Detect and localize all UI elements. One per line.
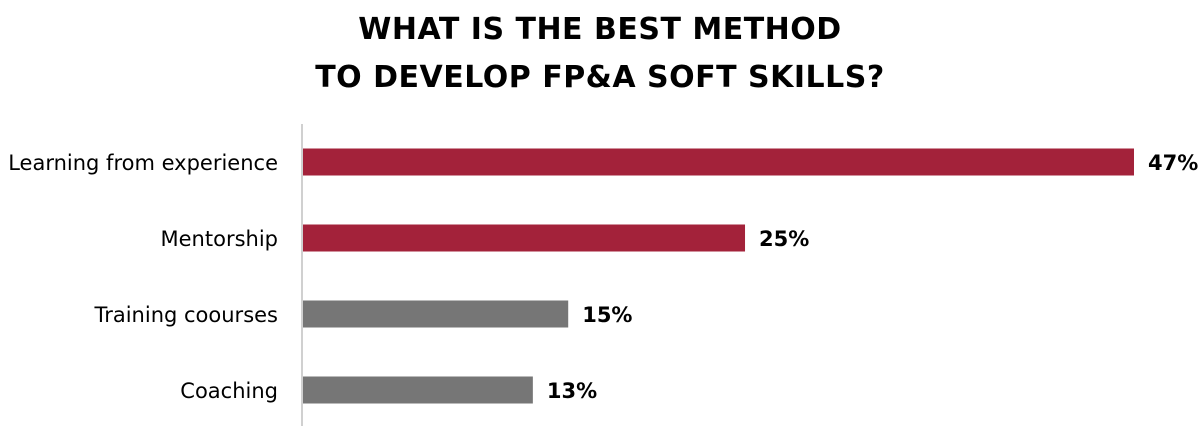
- chart-title: WHAT IS THE BEST METHOD TO DEVELOP FP&A …: [0, 6, 1200, 102]
- category-label-4: Coaching: [180, 379, 278, 403]
- category-labels-group: Learning from experience Mentorship Traini…: [8, 151, 278, 403]
- chart-title-line-2: TO DEVELOP FP&A SOFT SKILLS?: [315, 60, 885, 95]
- value-label-4: 13%: [547, 379, 597, 403]
- value-label-3: 15%: [582, 303, 632, 327]
- category-label-1: Learning from experience: [8, 151, 278, 175]
- bar-4: [303, 376, 533, 404]
- bar-1: [303, 148, 1134, 176]
- chart-title-line-1: WHAT IS THE BEST METHOD: [358, 12, 842, 47]
- value-labels-group: 47% 25% 15% 13%: [547, 151, 1198, 403]
- value-label-1: 47%: [1148, 151, 1198, 175]
- bar-2: [303, 224, 746, 252]
- category-label-3: Training coourses: [93, 303, 278, 327]
- value-label-2: 25%: [759, 227, 809, 251]
- bar-3: [303, 300, 569, 328]
- category-label-2: Mentorship: [161, 227, 278, 251]
- bars-group: [303, 148, 1134, 404]
